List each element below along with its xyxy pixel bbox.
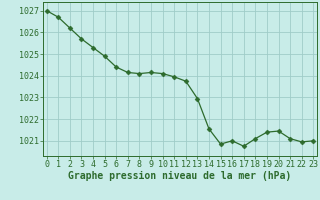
- X-axis label: Graphe pression niveau de la mer (hPa): Graphe pression niveau de la mer (hPa): [68, 171, 292, 181]
